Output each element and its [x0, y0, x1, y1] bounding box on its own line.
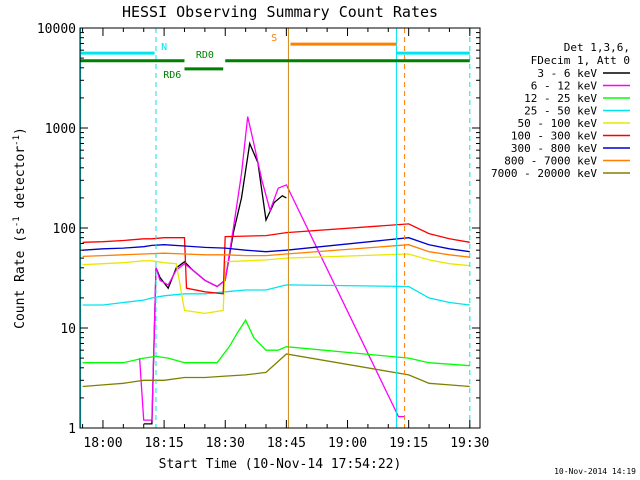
legend-entry-label: 3 - 6 keV [537, 67, 597, 80]
y-tick-label: 10000 [37, 22, 76, 37]
y-axis-label-part: Count Rate (s [13, 227, 28, 329]
x-tick-label: 18:15 [145, 436, 184, 451]
series-line [82, 253, 470, 315]
y-axis-label-part: ) [13, 127, 28, 135]
legend-entry-label: 50 - 100 keV [518, 117, 598, 130]
x-tick-label: 19:15 [389, 436, 428, 451]
legend-header-detectors: Det 1,3,6, [564, 41, 630, 54]
legend-entry-label: 300 - 800 keV [511, 142, 597, 155]
legend-entry-label: 6 - 12 keV [531, 80, 598, 93]
plot-area: N S RD0 RD6 1 10 100 1000 10000 18:00 18:15 18:30 18… [37, 22, 490, 451]
state-bar-label: RD6 [163, 70, 181, 81]
legend-entry-label: 7000 - 20000 keV [491, 167, 597, 180]
x-tick-label: 18:30 [206, 436, 245, 451]
state-bar-label: N [161, 42, 167, 53]
y-axis-label-exponent: -1 [12, 216, 22, 227]
x-axis-label: Start Time (10-Nov-14 17:54:22) [159, 457, 402, 472]
series-line [82, 244, 470, 258]
series-line [82, 284, 470, 306]
y-tick-label: 100 [53, 222, 76, 237]
series-line [82, 318, 470, 367]
y-axis-label-part: detector [13, 146, 28, 217]
x-tick-label: 19:00 [328, 436, 367, 451]
series-line [82, 223, 470, 295]
legend-entry-label: 25 - 50 keV [524, 105, 597, 118]
legend-header-decimation: FDecim 1, Att 0 [531, 54, 630, 67]
legend-entry-label: 12 - 25 keV [524, 92, 597, 105]
series-line [82, 237, 470, 253]
x-tick-label: 18:45 [267, 436, 306, 451]
timestamp: 10-Nov-2014 14:19 [554, 467, 636, 476]
y-axis-label-exponent: -1 [12, 135, 22, 146]
state-bar-label: S [271, 33, 277, 44]
series-line [138, 116, 405, 421]
legend-entry-label: 100 - 300 keV [511, 130, 597, 143]
chart-title: HESSI Observing Summary Count Rates [122, 3, 438, 21]
y-tick-label: 1 [68, 422, 76, 437]
y-axis-label: Count Rate (s-1 detector-1) [12, 127, 28, 329]
y-tick-label: 1000 [45, 122, 76, 137]
legend-entry-label: 800 - 7000 keV [504, 155, 597, 168]
x-tick-label: 18:00 [83, 436, 122, 451]
x-tick-label: 19:30 [450, 436, 489, 451]
series-line [82, 353, 470, 388]
state-bar-label: RD0 [196, 50, 214, 61]
y-tick-label: 10 [60, 322, 76, 337]
